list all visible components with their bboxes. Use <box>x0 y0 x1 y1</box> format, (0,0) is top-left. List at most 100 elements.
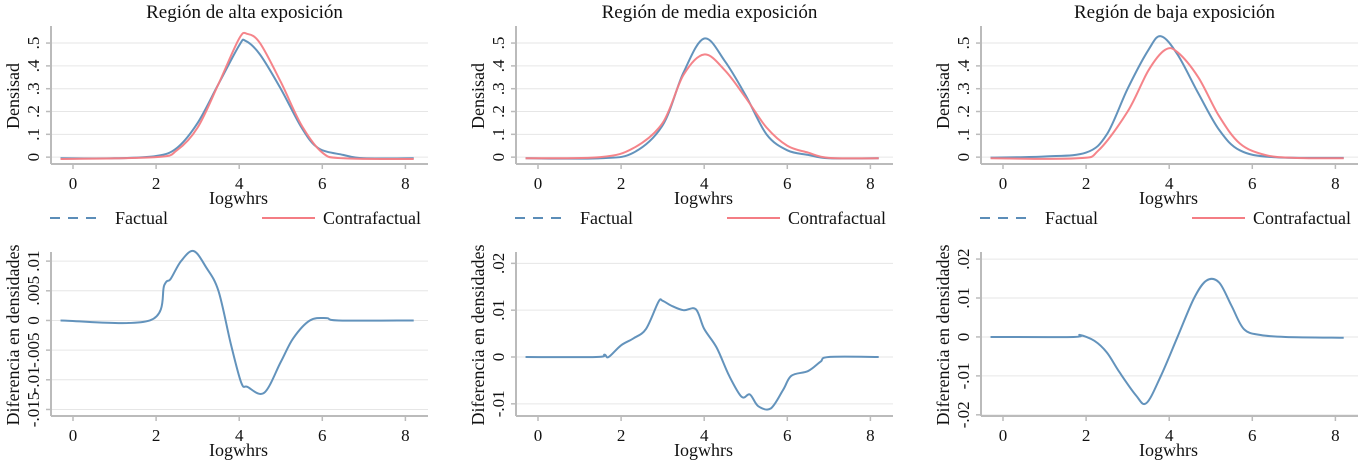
y-tick-label: 0 <box>24 153 43 162</box>
y-tick-label: .1 <box>24 128 43 141</box>
y-axis-title: Densisad <box>933 63 953 129</box>
y-tick-label: .4 <box>954 59 973 72</box>
x-tick-label: 2 <box>1082 426 1091 445</box>
panel-title: Región de baja exposición <box>1074 2 1276 23</box>
y-tick-label: -.01 <box>24 366 43 393</box>
x-tick-label: 8 <box>401 174 410 193</box>
x-tick-label: 4 <box>235 426 244 445</box>
y-tick-label: .2 <box>489 105 508 118</box>
legend-item-contrafactual: Contrafactual <box>262 208 421 228</box>
y-tick-label: .3 <box>489 82 508 95</box>
y-tick-label: -.02 <box>954 401 973 428</box>
x-tick-label: 8 <box>866 174 875 193</box>
y-tick-label: -.01 <box>489 390 508 417</box>
series-factual-line <box>990 35 1344 159</box>
legend-label: Factual <box>580 208 633 228</box>
series-factual-line <box>525 37 879 160</box>
legend-item-contrafactual: Contrafactual <box>727 208 886 228</box>
x-tick-label: 4 <box>700 426 709 445</box>
panel-title: Región de alta exposición <box>146 2 343 23</box>
series-contrafactual-line <box>990 47 1344 160</box>
legend-item-factual: Factual <box>515 208 633 228</box>
series-contrafactual-line <box>525 53 879 160</box>
x-tick-label: 6 <box>318 426 327 445</box>
y-tick-label: .02 <box>489 253 508 274</box>
panel-6: -.02 -.01 0 .01 .02 0 2 4 6 8 Iogwhrs Diferencia en… <box>933 245 1358 460</box>
x-axis-title: Iogwhrs <box>674 440 733 460</box>
x-tick-label: 8 <box>401 426 410 445</box>
panel-1: 0 .1 .2 .3 .4 .5 0 2 4 6 8 Iogwhrs Densisad Región de… <box>3 2 428 228</box>
y-tick-label: 0 <box>954 153 973 162</box>
x-tick-label: 2 <box>1082 174 1091 193</box>
y-tick-label: -.015 <box>24 392 43 427</box>
panel-2: 0 .1 .2 .3 .4 .5 0 2 4 6 8 Iogwhrs Densisad Región de… <box>468 2 893 228</box>
y-tick-label: -.005 <box>24 332 43 367</box>
x-tick-label: 8 <box>1331 174 1340 193</box>
y-tick-label: 0 <box>954 333 973 342</box>
x-tick-label: 6 <box>783 174 792 193</box>
x-tick-label: 0 <box>534 426 543 445</box>
y-tick-label: .1 <box>954 128 973 141</box>
y-axis-title: Diferencia en densidades <box>3 245 23 426</box>
y-tick-label: 0 <box>489 153 508 162</box>
y-tick-label: 0 <box>489 353 508 362</box>
x-axis-title: Iogwhrs <box>674 188 733 208</box>
x-axis-title: Iogwhrs <box>209 440 268 460</box>
y-tick-label: .4 <box>489 59 508 72</box>
panel-title: Región de media exposición <box>602 2 818 23</box>
x-tick-label: 4 <box>1165 174 1174 193</box>
panel-3: 0 .1 .2 .3 .4 .5 0 2 4 6 8 Iogwhrs Densisad Región de… <box>933 2 1358 228</box>
panel-5: -.01 0 .01 .02 0 2 4 6 8 Iogwhrs Diferencia en den… <box>468 245 893 460</box>
y-axis-title: Diferencia en densidades <box>933 245 953 426</box>
series-factual-line <box>60 38 414 160</box>
x-tick-label: 0 <box>534 174 543 193</box>
x-tick-label: 2 <box>152 426 161 445</box>
x-tick-label: 2 <box>152 174 161 193</box>
y-tick-label: .02 <box>954 248 973 269</box>
x-tick-label: 0 <box>999 426 1008 445</box>
x-tick-label: 0 <box>69 174 78 193</box>
y-axis-title: Densisad <box>468 63 488 129</box>
x-tick-label: 6 <box>783 426 792 445</box>
panel-4: -.015-.01-.005 0 .005 .01 0 2 4 6 8 Iogwhrs Difere… <box>3 245 428 460</box>
legend-label: Contrafactual <box>323 208 421 228</box>
x-axis-title: Iogwhrs <box>1139 440 1198 460</box>
y-tick-label: .01 <box>954 287 973 308</box>
x-tick-label: 6 <box>318 174 327 193</box>
y-tick-label: .2 <box>954 105 973 118</box>
y-axis-title: Densisad <box>3 63 23 129</box>
x-axis-title: Iogwhrs <box>209 188 268 208</box>
legend-label: Factual <box>115 208 168 228</box>
y-tick-label: .3 <box>24 82 43 95</box>
x-tick-label: 4 <box>1165 426 1174 445</box>
y-tick-label: .5 <box>954 37 973 50</box>
y-tick-label: .4 <box>24 59 43 72</box>
y-tick-label: .5 <box>24 37 43 50</box>
y-tick-label: .01 <box>489 300 508 321</box>
x-tick-label: 8 <box>866 426 875 445</box>
series-diferencia-line <box>990 277 1344 406</box>
y-tick-label: .1 <box>489 128 508 141</box>
y-tick-label: 0 <box>24 316 43 325</box>
x-tick-label: 8 <box>1331 426 1340 445</box>
x-tick-label: 6 <box>1248 174 1257 193</box>
series-contrafactual-line <box>60 31 414 160</box>
y-tick-label: .3 <box>954 82 973 95</box>
series-diferencia-line <box>60 249 414 395</box>
y-axis-title: Diferencia en densidades <box>468 245 488 426</box>
y-tick-label: .5 <box>489 37 508 50</box>
x-tick-label: 2 <box>617 174 626 193</box>
x-tick-label: 0 <box>69 426 78 445</box>
y-tick-label: -.01 <box>954 362 973 389</box>
legend-label: Factual <box>1045 208 1098 228</box>
x-tick-label: 0 <box>999 174 1008 193</box>
legend-label: Contrafactual <box>788 208 886 228</box>
x-axis-title: Iogwhrs <box>1139 188 1198 208</box>
series-diferencia-line <box>525 298 879 411</box>
y-tick-label: .01 <box>24 250 43 271</box>
x-tick-label: 4 <box>700 174 709 193</box>
legend-item-factual: Factual <box>980 208 1098 228</box>
x-tick-label: 4 <box>235 174 244 193</box>
x-tick-label: 2 <box>617 426 626 445</box>
